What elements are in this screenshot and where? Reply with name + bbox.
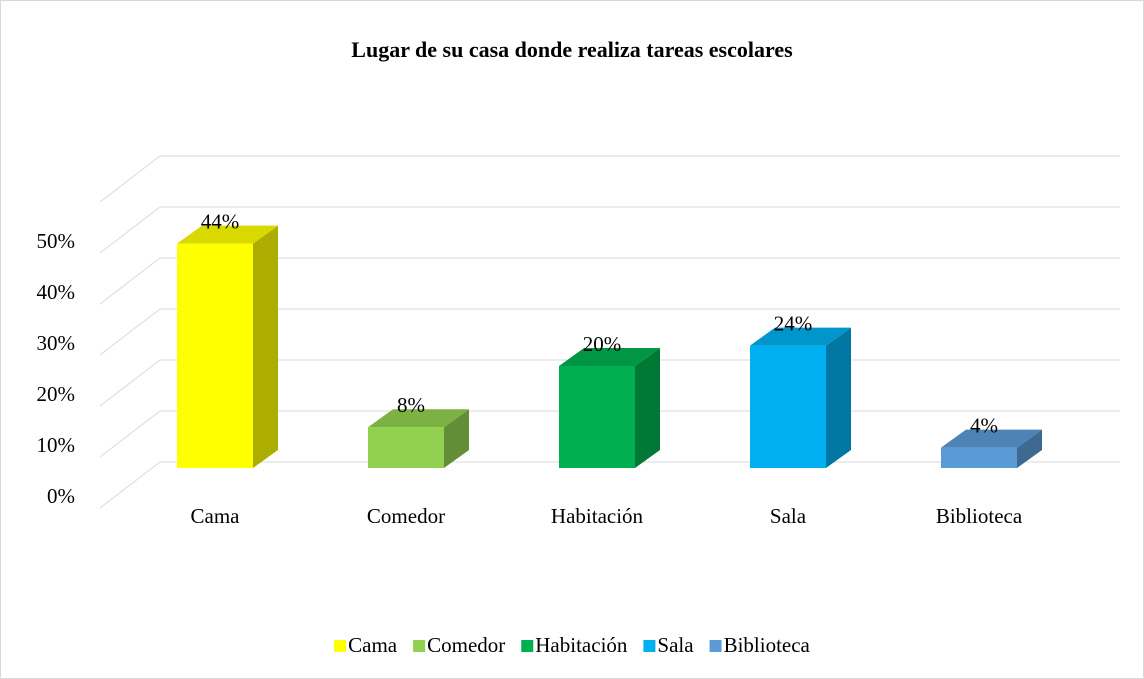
legend-label: Cama xyxy=(348,633,398,657)
bar-top xyxy=(368,409,469,428)
bar-side xyxy=(1017,429,1042,468)
grid-diagonal xyxy=(99,206,161,254)
y-tick-label: 0% xyxy=(47,484,75,508)
bar-top xyxy=(941,429,1042,448)
y-tick-label: 40% xyxy=(37,280,76,304)
legend-label: Sala xyxy=(657,633,694,657)
x-tick-label: Biblioteca xyxy=(936,504,1023,528)
grid-diagonal xyxy=(99,308,161,356)
x-tick-label: Cama xyxy=(191,504,241,528)
data-label: 44% xyxy=(201,209,240,233)
x-tick-label: Comedor xyxy=(367,504,445,528)
data-label: 20% xyxy=(583,332,622,356)
bar-top xyxy=(559,348,660,366)
bar xyxy=(177,243,253,468)
legend-label: Habitación xyxy=(535,633,628,657)
legend-swatch xyxy=(521,640,534,652)
y-tick-label: 10% xyxy=(37,433,76,457)
data-label: 24% xyxy=(774,311,813,335)
y-tick-label: 20% xyxy=(37,382,76,406)
grid-diagonal xyxy=(99,257,161,305)
data-label: 8% xyxy=(397,393,425,417)
bar-top xyxy=(750,327,851,346)
grid-diagonal xyxy=(99,155,161,203)
grid-diagonal xyxy=(99,359,161,407)
x-tick-label: Habitación xyxy=(551,504,644,528)
bar-side xyxy=(253,225,278,468)
legend-swatch xyxy=(413,640,426,652)
legend-label: Biblioteca xyxy=(724,633,811,657)
legend-swatch xyxy=(709,640,722,652)
bar xyxy=(750,345,826,468)
legend-label: Comedor xyxy=(427,633,505,657)
bar-side xyxy=(826,327,851,468)
y-tick-label: 50% xyxy=(37,229,76,253)
bar-side xyxy=(635,348,660,468)
y-tick-label: 30% xyxy=(37,331,76,355)
grid-diagonal xyxy=(99,410,161,458)
legend-swatch xyxy=(643,640,656,652)
bar xyxy=(559,366,635,468)
legend-swatch xyxy=(334,640,347,652)
bar xyxy=(941,447,1017,468)
bar-side xyxy=(444,409,469,468)
bar xyxy=(368,427,444,468)
data-label: 4% xyxy=(970,413,998,437)
x-tick-label: Sala xyxy=(770,504,807,528)
bar-top xyxy=(177,225,278,244)
chart-title: Lugar de su casa donde realiza tareas es… xyxy=(351,37,793,62)
grid-diagonal xyxy=(99,461,161,509)
